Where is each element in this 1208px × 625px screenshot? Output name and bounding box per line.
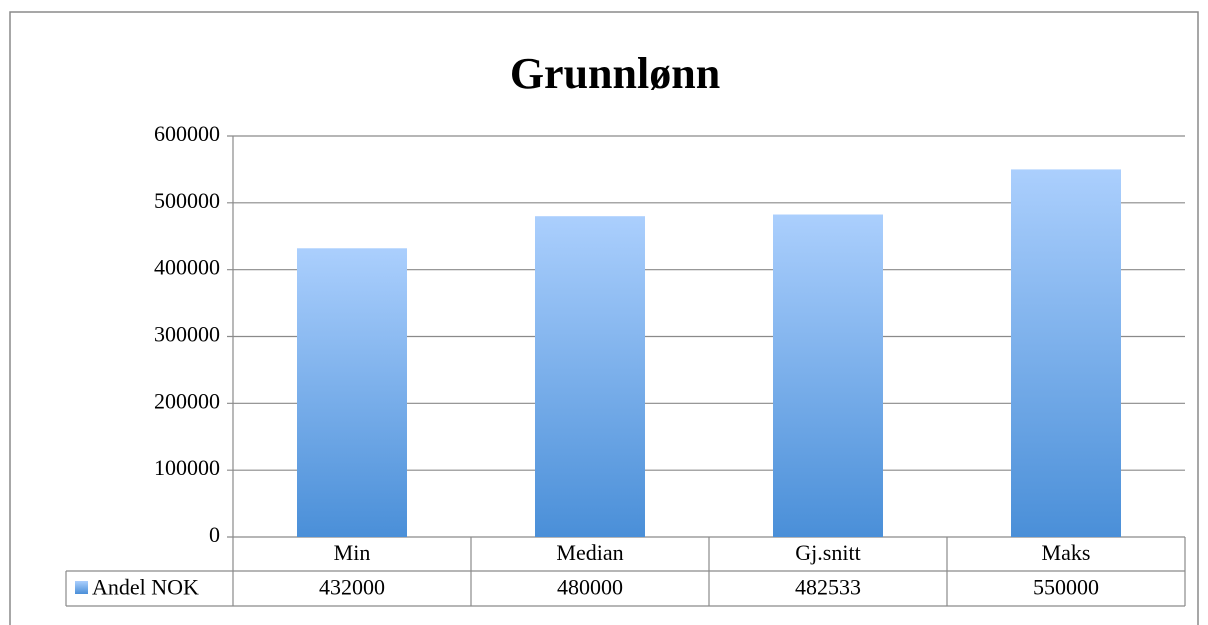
x-tick-label: Gj.snitt: [795, 540, 860, 565]
y-tick-label: 500000: [154, 188, 220, 213]
x-tick-label: Median: [556, 540, 623, 565]
chart-border: [9, 11, 1199, 625]
bar: [773, 214, 883, 537]
table-value: 482533: [795, 575, 861, 600]
bar: [1011, 169, 1121, 537]
table-value: 550000: [1033, 575, 1099, 600]
y-tick-label: 100000: [154, 455, 220, 480]
x-tick-label: Min: [334, 540, 371, 565]
y-tick-label: 0: [209, 522, 220, 547]
chart-title: Grunnlønn: [510, 49, 720, 98]
legend-label: Andel NOK: [92, 575, 199, 600]
y-tick-label: 400000: [154, 255, 220, 280]
bar: [535, 216, 645, 537]
y-tick-label: 200000: [154, 388, 220, 413]
x-tick-label: Maks: [1042, 540, 1091, 565]
table-value: 432000: [319, 575, 385, 600]
legend-swatch: [75, 581, 88, 594]
table-value: 480000: [557, 575, 623, 600]
bar: [297, 248, 407, 537]
y-tick-label: 300000: [154, 322, 220, 347]
y-tick-label: 600000: [154, 121, 220, 146]
